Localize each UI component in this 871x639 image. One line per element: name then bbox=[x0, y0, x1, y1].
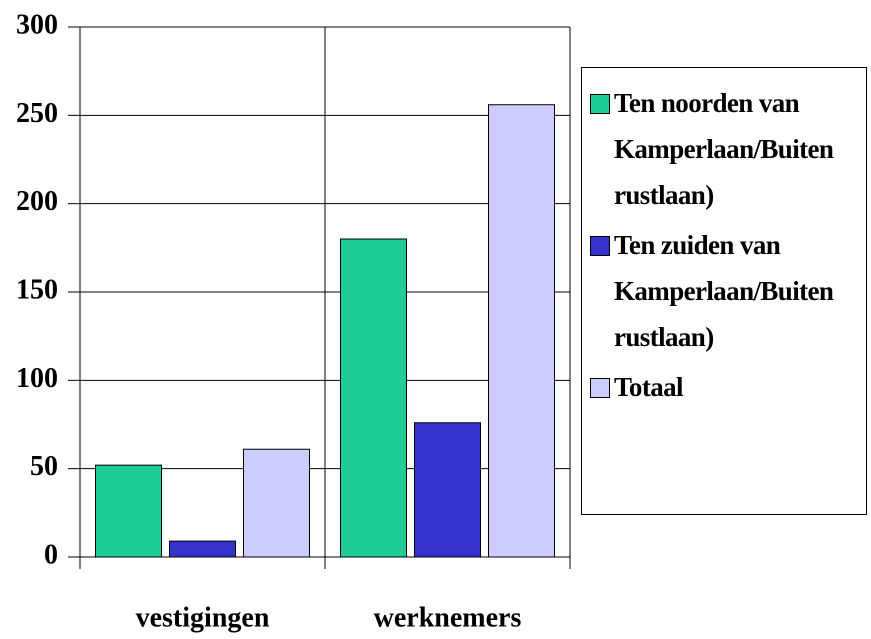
x-tick-label: werknemers bbox=[374, 602, 522, 633]
y-tick-label: 150 bbox=[16, 274, 58, 305]
bar bbox=[169, 540, 236, 558]
y-tick-label: 50 bbox=[30, 451, 58, 482]
legend-swatch bbox=[590, 94, 610, 114]
legend-swatch bbox=[590, 378, 610, 398]
bar bbox=[243, 448, 310, 558]
legend-entry: Totaal bbox=[590, 364, 862, 410]
legend: Ten noorden van Kamperlaan/Buiten rustla… bbox=[581, 67, 867, 515]
x-tick-label: vestigingen bbox=[136, 602, 270, 633]
legend-label: Totaal bbox=[614, 372, 684, 402]
y-tick-label: 200 bbox=[16, 186, 58, 217]
y-tick-label: 250 bbox=[16, 98, 58, 129]
legend-entry: Ten noorden van Kamperlaan/Buiten rustla… bbox=[590, 80, 862, 218]
legend-label: Ten noorden van Kamperlaan/Buiten rustla… bbox=[614, 88, 834, 210]
y-tick-label: 300 bbox=[16, 9, 58, 40]
bar bbox=[488, 104, 555, 558]
legend-entry: Ten zuiden van Kamperlaan/Buiten rustlaa… bbox=[590, 222, 862, 360]
y-tick-label: 100 bbox=[16, 363, 58, 394]
bar bbox=[95, 464, 162, 558]
bar bbox=[340, 238, 407, 558]
legend-label: Ten zuiden van Kamperlaan/Buiten rustlaa… bbox=[614, 230, 834, 352]
y-tick-label: 0 bbox=[44, 539, 58, 570]
legend-swatch bbox=[590, 236, 610, 256]
bar bbox=[414, 422, 481, 558]
